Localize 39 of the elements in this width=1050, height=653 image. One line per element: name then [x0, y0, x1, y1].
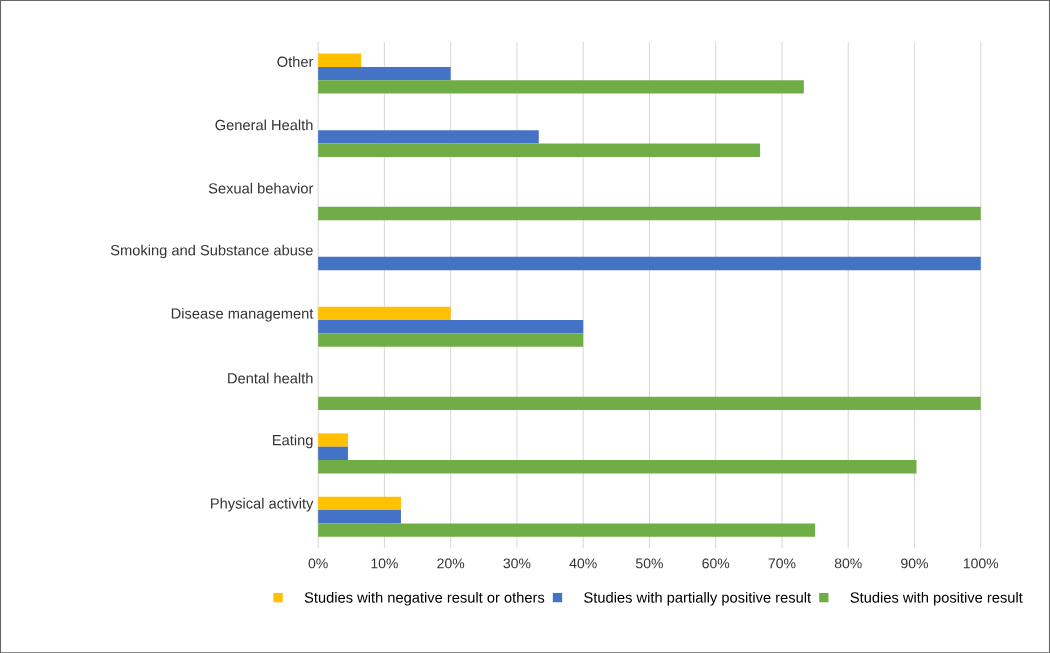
bar — [318, 396, 981, 410]
bar — [318, 509, 401, 524]
y-tick-label: Eating — [273, 434, 313, 449]
bar — [318, 306, 451, 320]
y-tick-label: Physical activity — [211, 497, 314, 512]
bar — [318, 319, 584, 334]
bar — [318, 256, 981, 270]
y-tick-label: Other — [277, 56, 314, 67]
legend-label: Studies with partially positive result — [584, 591, 811, 606]
x-tick-label: 20% — [437, 558, 465, 569]
bar — [318, 143, 761, 157]
x-tick-label: 80% — [834, 558, 862, 569]
bar — [318, 333, 584, 347]
x-tick-label: 90% — [901, 558, 928, 569]
bar — [318, 459, 917, 474]
bar — [318, 206, 981, 221]
x-tick-label: 40% — [569, 558, 597, 569]
bar — [318, 446, 348, 460]
y-tick-label: Smoking and Substance abuse — [110, 244, 313, 259]
x-tick-label: 50% — [635, 558, 663, 569]
bar — [318, 66, 451, 81]
x-tick-label: 70% — [768, 558, 796, 569]
x-tick-label: 100% — [963, 558, 999, 569]
x-tick-label: 10% — [371, 558, 398, 569]
y-tick-label: Disease management — [171, 307, 314, 322]
x-tick-label: 60% — [702, 558, 730, 569]
bar — [318, 53, 362, 67]
bar — [318, 433, 348, 447]
x-tick-label: 0% — [308, 558, 328, 569]
bar — [318, 523, 816, 537]
y-tick-label: Sexual behavior — [208, 182, 314, 194]
bar — [318, 80, 804, 94]
bar — [318, 130, 539, 144]
y-tick-label: Dental health — [228, 372, 313, 384]
legend-label: Studies with positive result — [850, 591, 1023, 606]
legend-label: Studies with negative result or others — [304, 591, 545, 606]
y-tick-label: General Health — [215, 119, 313, 131]
bar — [318, 496, 401, 510]
x-tick-label: 30% — [503, 558, 531, 569]
